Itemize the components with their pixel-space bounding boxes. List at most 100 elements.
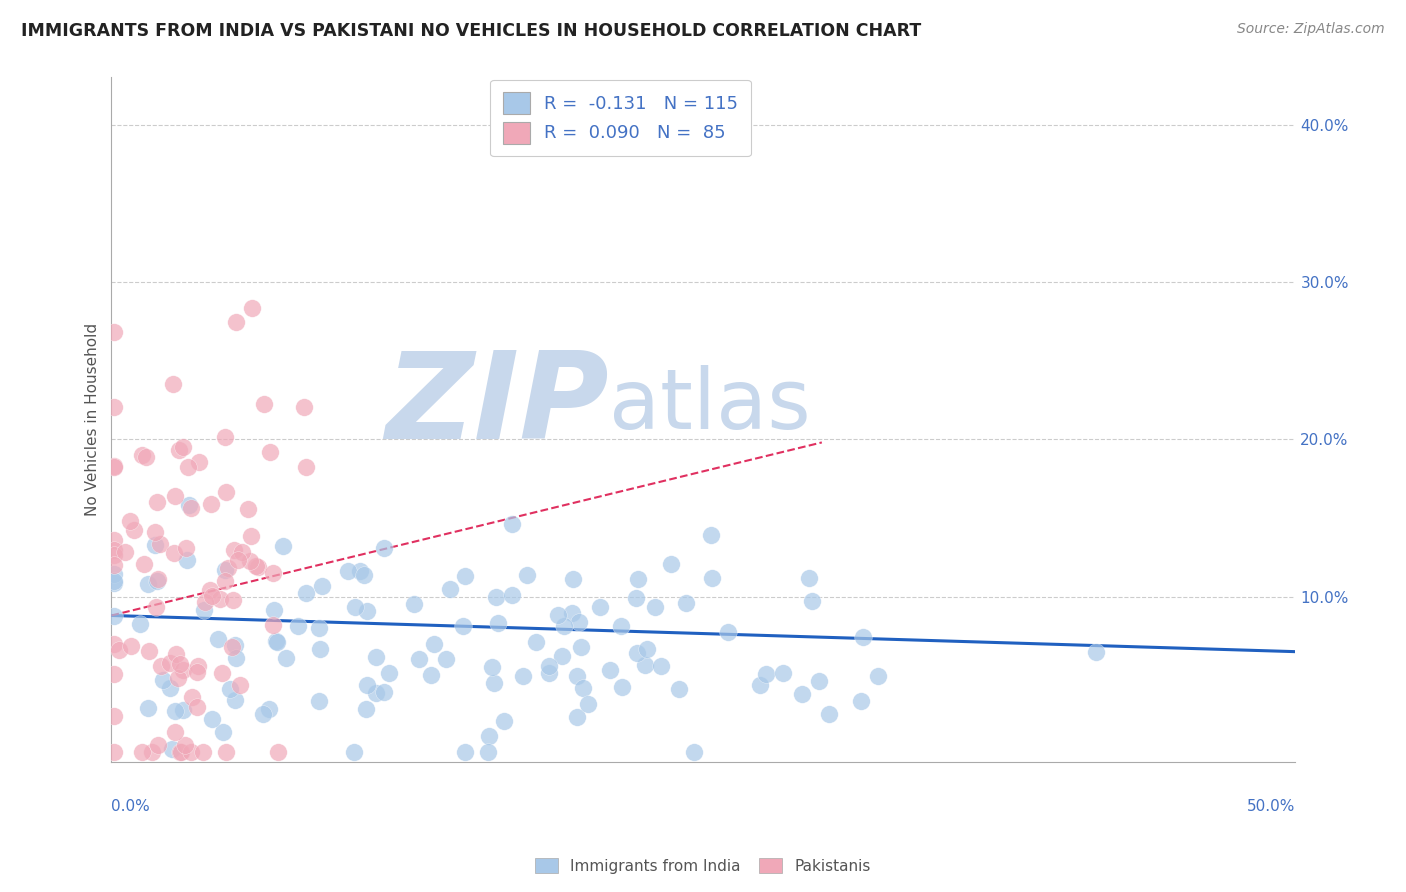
Point: [772, 666, 794, 681]
Point: [200, 497, 222, 511]
Point: [163, 489, 186, 503]
Point: [176, 541, 198, 556]
Point: [180, 501, 202, 516]
Point: [186, 665, 208, 680]
Point: [120, 639, 142, 653]
Point: [700, 528, 723, 542]
Text: atlas: atlas: [609, 366, 810, 446]
Point: [481, 660, 503, 674]
Point: [211, 665, 233, 680]
Point: [160, 742, 183, 756]
Point: [624, 591, 647, 605]
Point: [209, 591, 232, 606]
Point: [135, 450, 157, 464]
Point: [239, 554, 262, 568]
Point: [141, 745, 163, 759]
Point: [565, 710, 588, 724]
Point: [103, 637, 125, 651]
Point: [599, 663, 621, 677]
Point: [257, 702, 280, 716]
Point: [186, 700, 208, 714]
Point: [565, 669, 588, 683]
Point: [225, 651, 247, 665]
Point: [187, 455, 209, 469]
Point: [551, 648, 574, 663]
Point: [668, 681, 690, 696]
Point: [207, 632, 229, 647]
Legend: R =  -0.131   N = 115, R =  0.090   N =  85: R = -0.131 N = 115, R = 0.090 N = 85: [491, 79, 751, 156]
Point: [266, 745, 288, 759]
Point: [222, 543, 245, 558]
Point: [274, 651, 297, 665]
Point: [224, 693, 246, 707]
Point: [337, 564, 360, 578]
Point: [683, 745, 706, 759]
Point: [187, 658, 209, 673]
Point: [799, 571, 821, 585]
Point: [478, 729, 501, 743]
Point: [167, 443, 190, 458]
Point: [377, 665, 399, 680]
Point: [790, 687, 813, 701]
Point: [561, 572, 583, 586]
Point: [434, 652, 457, 666]
Point: [172, 703, 194, 717]
Point: [264, 634, 287, 648]
Point: [516, 568, 538, 582]
Point: [107, 643, 129, 657]
Point: [644, 600, 666, 615]
Point: [129, 616, 152, 631]
Point: [342, 745, 364, 759]
Point: [589, 600, 612, 615]
Point: [242, 301, 264, 315]
Point: [423, 637, 446, 651]
Text: ZIP: ZIP: [385, 347, 609, 465]
Point: [675, 596, 697, 610]
Point: [236, 502, 259, 516]
Point: [240, 529, 263, 543]
Point: [571, 681, 593, 695]
Point: [343, 599, 366, 614]
Point: [146, 738, 169, 752]
Point: [295, 585, 318, 599]
Point: [373, 684, 395, 698]
Point: [700, 571, 723, 585]
Point: [547, 607, 569, 622]
Point: [103, 459, 125, 474]
Point: [1085, 644, 1108, 658]
Point: [170, 745, 193, 759]
Point: [356, 702, 378, 716]
Point: [482, 675, 505, 690]
Point: [201, 590, 224, 604]
Point: [492, 714, 515, 728]
Point: [537, 666, 560, 681]
Point: [191, 745, 214, 759]
Point: [849, 694, 872, 708]
Point: [146, 574, 169, 589]
Point: [349, 564, 371, 578]
Point: [103, 543, 125, 558]
Point: [218, 682, 240, 697]
Point: [634, 657, 657, 672]
Point: [273, 539, 295, 553]
Point: [852, 630, 875, 644]
Point: [717, 624, 740, 639]
Point: [103, 558, 125, 573]
Point: [262, 566, 284, 580]
Point: [159, 681, 181, 696]
Point: [180, 745, 202, 759]
Point: [103, 745, 125, 759]
Point: [453, 745, 475, 759]
Point: [294, 460, 316, 475]
Point: [650, 659, 672, 673]
Point: [259, 445, 281, 459]
Point: [311, 579, 333, 593]
Point: [524, 634, 547, 648]
Point: [553, 619, 575, 633]
Point: [166, 671, 188, 685]
Point: [222, 593, 245, 607]
Point: [103, 533, 125, 548]
Point: [610, 619, 633, 633]
Point: [214, 574, 236, 588]
Point: [211, 725, 233, 739]
